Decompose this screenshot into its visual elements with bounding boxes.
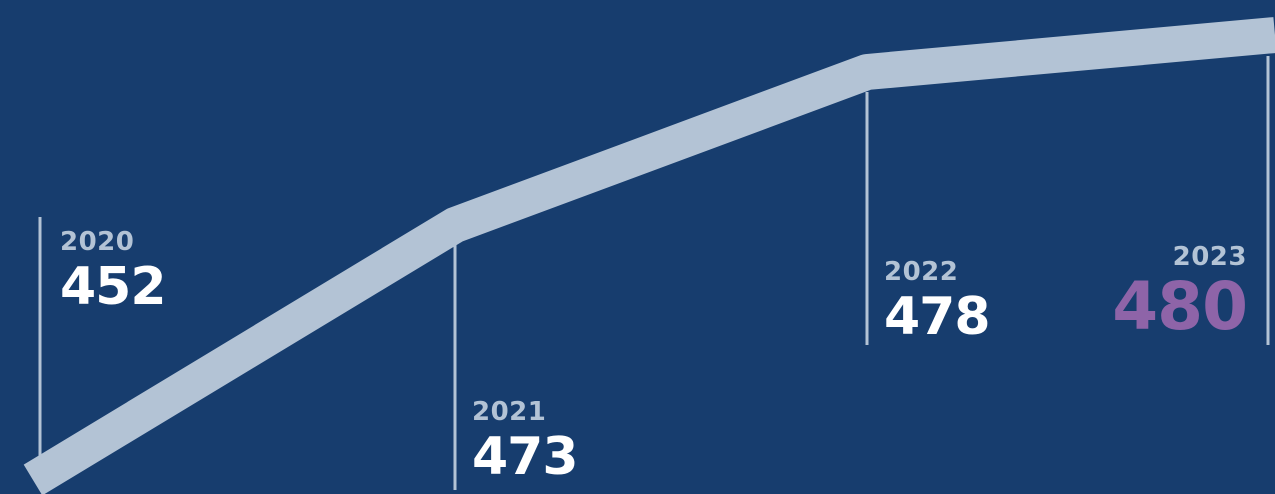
value-label-highlight: 480 <box>1112 268 1248 345</box>
value-label: 473 <box>472 427 579 487</box>
year-label: 2022 <box>884 257 959 287</box>
year-label: 2021 <box>472 397 547 427</box>
year-label: 2023 <box>1172 242 1247 272</box>
value-label: 478 <box>884 287 991 347</box>
data-label-2020: 2020 452 <box>60 227 167 317</box>
series-line <box>23 17 1275 494</box>
data-label-2021: 2021 473 <box>472 397 579 487</box>
value-label: 452 <box>60 257 167 317</box>
data-label-2023: 2023 480 <box>1112 242 1248 345</box>
year-label: 2020 <box>60 227 135 257</box>
data-label-2022: 2022 478 <box>884 257 991 347</box>
